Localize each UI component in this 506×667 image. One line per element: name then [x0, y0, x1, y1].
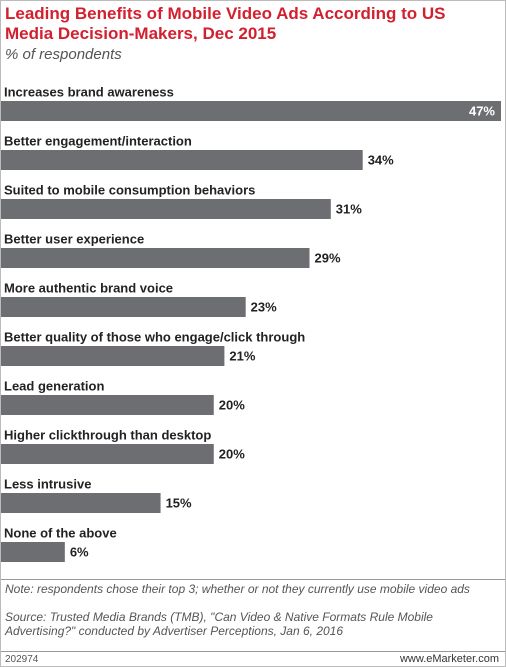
category-label: More authentic brand voice	[4, 280, 173, 295]
chart: Increases brand awareness 47% Better engag…	[1, 84, 501, 562]
category-label: Better engagement/interaction	[4, 133, 192, 148]
note: Note: respondents chose their top 3; whe…	[5, 582, 470, 596]
chart-subtitle: % of respondents	[5, 46, 122, 63]
chart-title: Leading Benefits of Mobile Video Ads Acc…	[5, 4, 446, 43]
category-label: Increases brand awareness	[4, 84, 174, 99]
bar	[1, 444, 214, 464]
value-label: 20%	[219, 446, 245, 461]
bar	[1, 542, 65, 562]
bar	[1, 395, 214, 415]
category-label: Higher clickthrough than desktop	[4, 427, 211, 442]
category-label: Lead generation	[4, 378, 104, 393]
value-label: 21%	[229, 348, 255, 363]
value-label: 15%	[166, 495, 192, 510]
value-label: 6%	[70, 544, 89, 559]
value-label: 23%	[251, 299, 277, 314]
site: www.eMarketer.com	[399, 653, 499, 665]
bar	[1, 297, 246, 317]
divider	[1, 651, 505, 652]
value-label: 34%	[368, 152, 394, 167]
category-label: Less intrusive	[4, 476, 91, 491]
category-label: None of the above	[4, 525, 117, 540]
category-label: Better quality of those who engage/click…	[4, 329, 305, 344]
bar	[1, 101, 501, 121]
bar	[1, 248, 310, 268]
bar	[1, 493, 161, 513]
divider	[1, 579, 505, 580]
category-label: Better user experience	[4, 231, 144, 246]
source: Source: Trusted Media Brands (TMB), "Can…	[5, 610, 433, 638]
bar	[1, 150, 363, 170]
value-label: 31%	[336, 201, 362, 216]
bar	[1, 199, 331, 219]
value-label: 20%	[219, 397, 245, 412]
bar	[1, 346, 225, 366]
chart-id: 202974	[5, 654, 39, 665]
value-label: 29%	[315, 250, 341, 265]
value-label: 47%	[469, 103, 495, 118]
category-label: Suited to mobile consumption behaviors	[4, 182, 255, 197]
